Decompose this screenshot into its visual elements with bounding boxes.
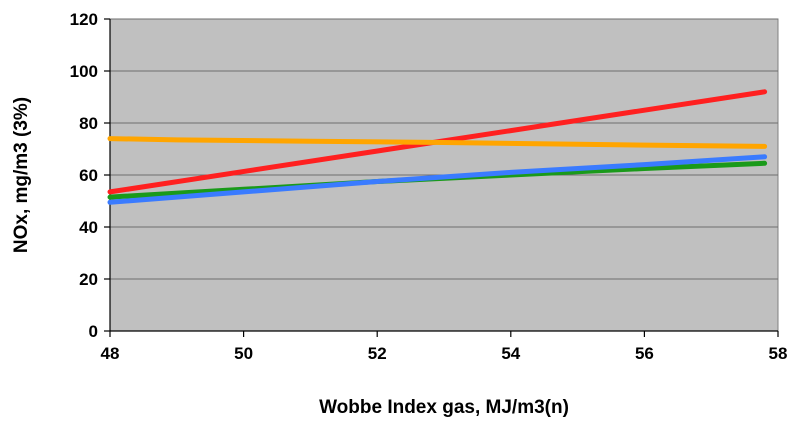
x-tick-label: 50 — [234, 344, 253, 363]
y-axis-label: NOx, mg/m3 (3%) — [11, 97, 32, 253]
x-tick-label: 54 — [501, 344, 520, 363]
series-layer — [107, 89, 768, 205]
series-line-4 — [107, 154, 768, 205]
x-tick-label: 56 — [635, 344, 654, 363]
y-tick-label: 100 — [70, 62, 98, 81]
y-tick-label: 60 — [79, 166, 98, 185]
y-tick-label: 80 — [79, 114, 98, 133]
y-tick-label: 20 — [79, 270, 98, 289]
y-tick-label: 120 — [70, 10, 98, 29]
x-tick-label: 52 — [368, 344, 387, 363]
series-line-2 — [107, 136, 768, 149]
y-tick-label: 0 — [89, 322, 98, 341]
x-tick-label: 58 — [769, 344, 788, 363]
y-tick-label: 40 — [79, 218, 98, 237]
tick-labels: 0 20 40 60 80 100 120 48 50 52 54 56 58 — [70, 10, 788, 363]
x-tick-label: 48 — [101, 344, 120, 363]
x-axis-label: Wobbe Index gas, MJ/m3(n) — [319, 397, 569, 418]
